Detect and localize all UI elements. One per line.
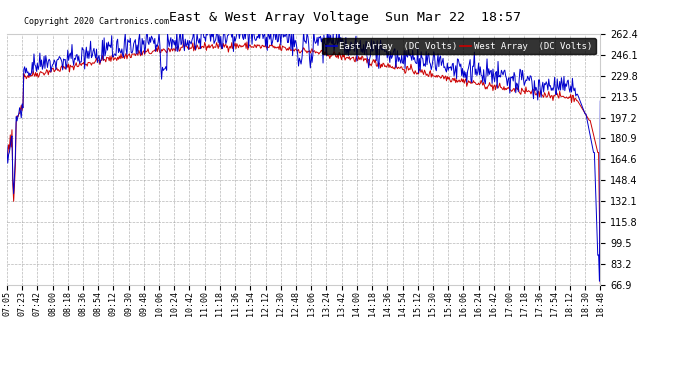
Legend: East Array  (DC Volts), West Array  (DC Volts): East Array (DC Volts), West Array (DC Vo… bbox=[322, 38, 595, 54]
Text: East & West Array Voltage  Sun Mar 22  18:57: East & West Array Voltage Sun Mar 22 18:… bbox=[169, 11, 521, 24]
Text: Copyright 2020 Cartronics.com: Copyright 2020 Cartronics.com bbox=[24, 17, 169, 26]
